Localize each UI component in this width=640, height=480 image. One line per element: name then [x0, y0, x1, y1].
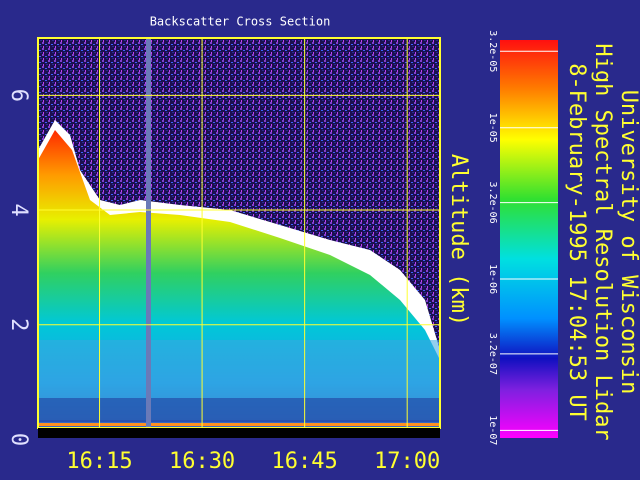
- colorbar-tick-label: 1e-05: [487, 113, 498, 143]
- backscatter-image: [38, 38, 440, 438]
- y-tick-label: 4: [6, 203, 31, 216]
- colorbar-tick-label: 3.2e-07: [487, 333, 498, 375]
- chart-title: Backscatter Cross Section: [150, 15, 331, 29]
- colorbar-tick-label: 3.2e-06: [487, 182, 498, 224]
- x-tick-label: 16:30: [169, 449, 235, 474]
- side-text: 8-February-1995 17:04:53 UT: [564, 63, 589, 421]
- x-tick-label: 16:15: [66, 449, 132, 474]
- side-text: High Spectral Resolution Lidar: [590, 43, 615, 440]
- plot-bottom-strip: [38, 428, 440, 438]
- colorbar: [500, 40, 558, 438]
- grid: [38, 38, 440, 428]
- x-tick-label: 16:45: [272, 449, 338, 474]
- y-tick-label: 0: [6, 433, 31, 446]
- colorbar-tick-label: 3.2e-05: [487, 30, 498, 72]
- x-tick-label: 17:00: [374, 449, 440, 474]
- y-tick-label: 6: [6, 89, 31, 102]
- colorbar-tick-label: 1e-06: [487, 264, 498, 294]
- colorbar-tick-label: 1e-07: [487, 415, 498, 445]
- side-text: University of Wisconsin: [616, 90, 640, 395]
- y-axis-label: Altitude (km): [446, 154, 471, 326]
- y-tick-label: 2: [6, 318, 31, 331]
